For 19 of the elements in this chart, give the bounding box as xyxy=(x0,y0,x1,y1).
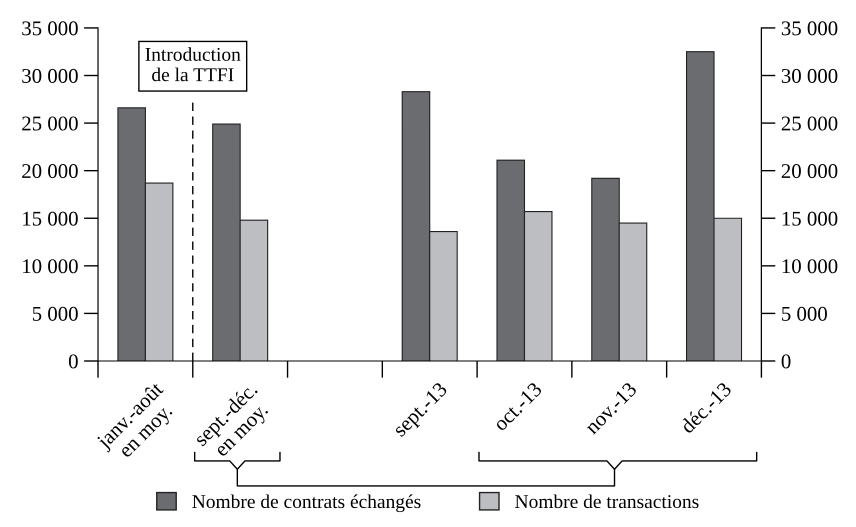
y2-tick-label: 10 000 xyxy=(782,259,838,274)
y-tick-label: 30 000 xyxy=(22,68,78,83)
y2-tick-label: 20 000 xyxy=(782,164,838,178)
y-tick-label: 15 000 xyxy=(23,212,78,226)
legend-label: Nombre de transactions xyxy=(515,494,699,508)
y-tick-label: 35 000 xyxy=(22,21,78,36)
y2-tick-label: 5 000 xyxy=(782,306,827,321)
y-tick-label: 5 000 xyxy=(32,306,78,321)
legend-label: Nombre de contrats échangés xyxy=(192,494,421,512)
y2-tick-label: 15 000 xyxy=(782,212,838,226)
y2-tick-label: 0 xyxy=(782,354,790,368)
y-tick-label: 20 000 xyxy=(22,164,78,178)
y2-tick-label: 25 000 xyxy=(782,116,838,131)
y-tick-label: 10 000 xyxy=(23,259,78,274)
y2-tick-label: 30 000 xyxy=(782,68,838,83)
y-tick-label: 0 xyxy=(68,354,78,368)
y2-tick-label: 35 000 xyxy=(782,21,838,36)
annotation: Introduction de la TTFI xyxy=(145,47,241,82)
y-tick-label: 25 000 xyxy=(22,116,78,131)
